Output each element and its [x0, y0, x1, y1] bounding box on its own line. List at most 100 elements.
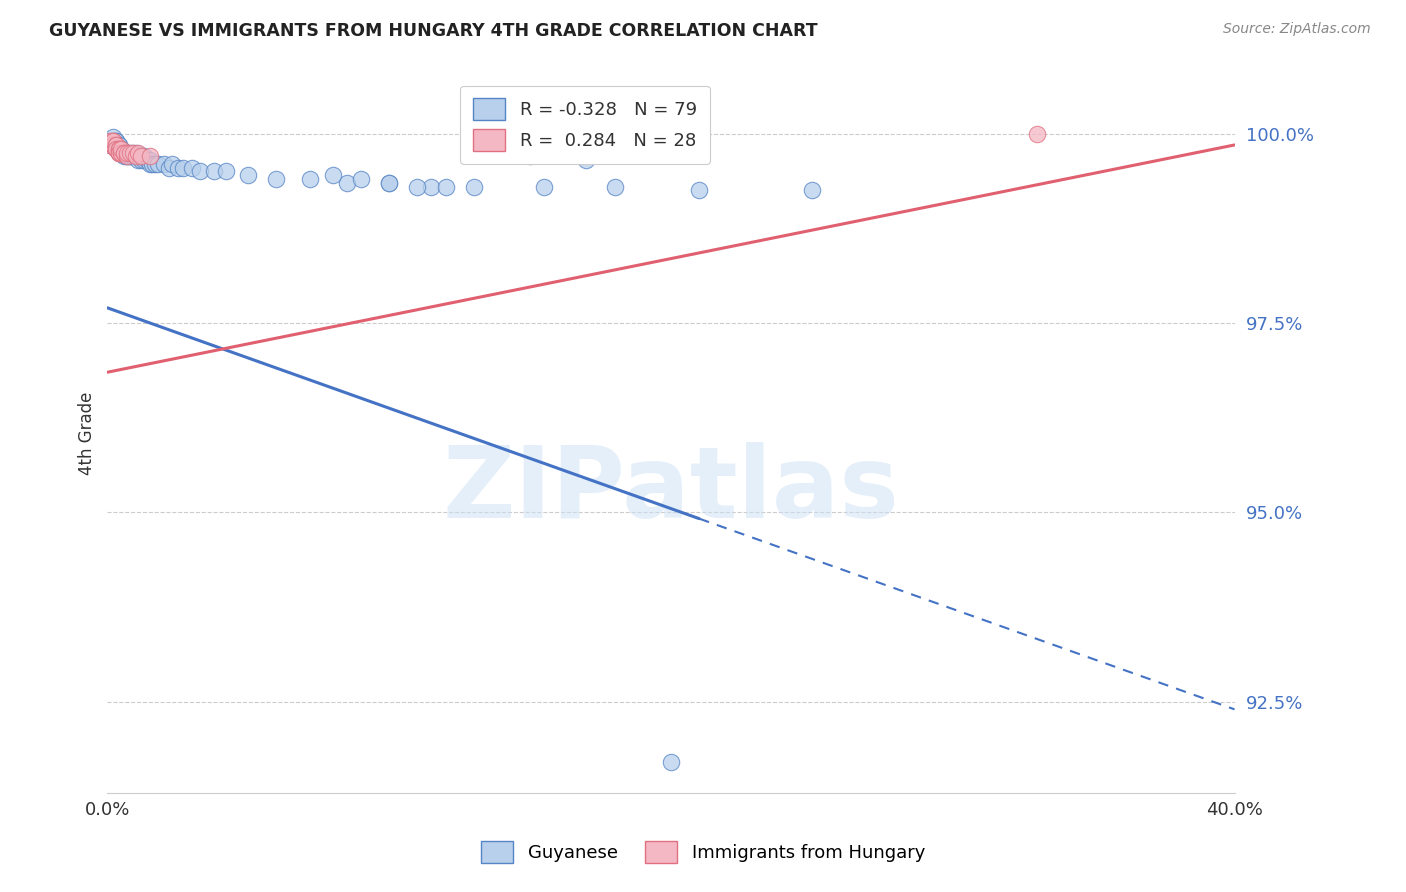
- Point: [107, 142, 129, 156]
- Point: [107, 145, 129, 160]
- Point: [299, 172, 322, 186]
- Point: [121, 145, 143, 160]
- Point: [322, 168, 344, 182]
- Point: [172, 161, 194, 175]
- Point: [181, 161, 204, 175]
- Text: GUYANESE VS IMMIGRANTS FROM HUNGARY 4TH GRADE CORRELATION CHART: GUYANESE VS IMMIGRANTS FROM HUNGARY 4TH …: [49, 22, 818, 40]
- Point: [104, 134, 127, 148]
- Point: [336, 176, 359, 190]
- Point: [204, 164, 226, 178]
- Point: [190, 164, 212, 178]
- Point: [124, 149, 146, 163]
- Point: [110, 145, 132, 160]
- Point: [110, 145, 132, 160]
- Point: [420, 179, 443, 194]
- Text: Source: ZipAtlas.com: Source: ZipAtlas.com: [1223, 22, 1371, 37]
- Point: [378, 176, 401, 190]
- Point: [107, 142, 129, 156]
- Point: [107, 142, 129, 156]
- Point: [575, 153, 598, 167]
- Point: [112, 149, 135, 163]
- Legend: R = -0.328   N = 79, R =  0.284   N = 28: R = -0.328 N = 79, R = 0.284 N = 28: [460, 86, 710, 164]
- Point: [166, 161, 188, 175]
- Point: [98, 138, 121, 153]
- Point: [101, 130, 124, 145]
- Point: [127, 145, 149, 160]
- Point: [160, 157, 183, 171]
- Point: [129, 149, 152, 163]
- Point: [101, 138, 124, 153]
- Point: [124, 145, 146, 160]
- Point: [115, 149, 138, 163]
- Point: [124, 149, 146, 163]
- Point: [157, 161, 180, 175]
- Point: [533, 179, 555, 194]
- Point: [104, 138, 127, 153]
- Point: [101, 134, 124, 148]
- Point: [215, 164, 238, 178]
- Point: [104, 138, 127, 153]
- Point: [688, 183, 710, 197]
- Point: [124, 149, 146, 163]
- Point: [143, 157, 166, 171]
- Point: [118, 149, 141, 163]
- Point: [152, 157, 174, 171]
- Point: [129, 153, 152, 167]
- Point: [104, 138, 127, 153]
- Text: ZIPatlas: ZIPatlas: [443, 442, 900, 539]
- Point: [107, 138, 129, 153]
- Point: [659, 756, 682, 770]
- Point: [112, 145, 135, 160]
- Point: [101, 134, 124, 148]
- Point: [434, 179, 457, 194]
- Point: [121, 149, 143, 163]
- Point: [98, 134, 121, 148]
- Point: [238, 168, 260, 182]
- Point: [112, 145, 135, 160]
- Point: [118, 145, 141, 160]
- Point: [104, 138, 127, 153]
- Point: [112, 145, 135, 160]
- Point: [129, 149, 152, 163]
- Point: [127, 153, 149, 167]
- Point: [350, 172, 373, 186]
- Point: [378, 176, 401, 190]
- Point: [104, 134, 127, 148]
- Point: [138, 157, 160, 171]
- Point: [127, 149, 149, 163]
- Point: [101, 138, 124, 153]
- Point: [1026, 127, 1049, 141]
- Point: [115, 149, 138, 163]
- Point: [107, 142, 129, 156]
- Point: [112, 145, 135, 160]
- Point: [104, 138, 127, 153]
- Point: [603, 179, 626, 194]
- Point: [110, 145, 132, 160]
- Point: [118, 145, 141, 160]
- Point: [138, 149, 160, 163]
- Point: [107, 138, 129, 153]
- Point: [135, 153, 157, 167]
- Point: [110, 145, 132, 160]
- Point: [98, 134, 121, 148]
- Point: [132, 149, 155, 163]
- Point: [98, 138, 121, 153]
- Point: [107, 145, 129, 160]
- Point: [118, 149, 141, 163]
- Point: [138, 153, 160, 167]
- Point: [110, 145, 132, 160]
- Point: [141, 157, 163, 171]
- Point: [110, 142, 132, 156]
- Point: [115, 145, 138, 160]
- Point: [132, 153, 155, 167]
- Point: [115, 149, 138, 163]
- Point: [110, 142, 132, 156]
- Point: [406, 179, 429, 194]
- Point: [121, 145, 143, 160]
- Point: [115, 145, 138, 160]
- Point: [104, 142, 127, 156]
- Point: [101, 138, 124, 153]
- Point: [112, 145, 135, 160]
- Point: [519, 149, 541, 163]
- Y-axis label: 4th Grade: 4th Grade: [79, 392, 96, 475]
